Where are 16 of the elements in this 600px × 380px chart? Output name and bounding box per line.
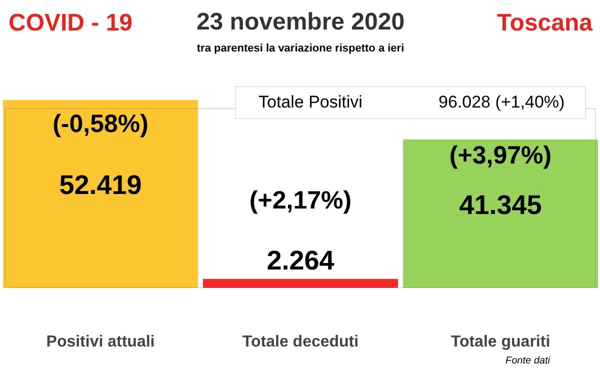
- annotation: Totale Positivi: [258, 92, 362, 112]
- x-tick-label: Totale deceduti: [242, 334, 359, 350]
- chart-title: 23 novembre 2020: [196, 8, 405, 36]
- annotation: (-0,58%): [52, 110, 148, 138]
- annotation: 96.028 (+1,40%): [438, 92, 565, 112]
- x-tick-label: Totale guariti: [450, 334, 550, 350]
- annotation: (+2,17%): [249, 186, 352, 214]
- data-label: 52.419: [59, 170, 142, 200]
- annotation: (+3,97%): [449, 142, 552, 170]
- data-label: 41.345: [459, 190, 542, 220]
- data-label: 2.264: [266, 245, 334, 276]
- source-note: Fonte dati: [506, 356, 551, 366]
- x-tick-label: Positivi attuali: [46, 334, 155, 350]
- text: Toscana: [496, 10, 594, 36]
- text: COVID - 19: [8, 10, 133, 36]
- chart-subtitle: tra parentesi la variazione rispetto a ieri: [196, 42, 404, 54]
